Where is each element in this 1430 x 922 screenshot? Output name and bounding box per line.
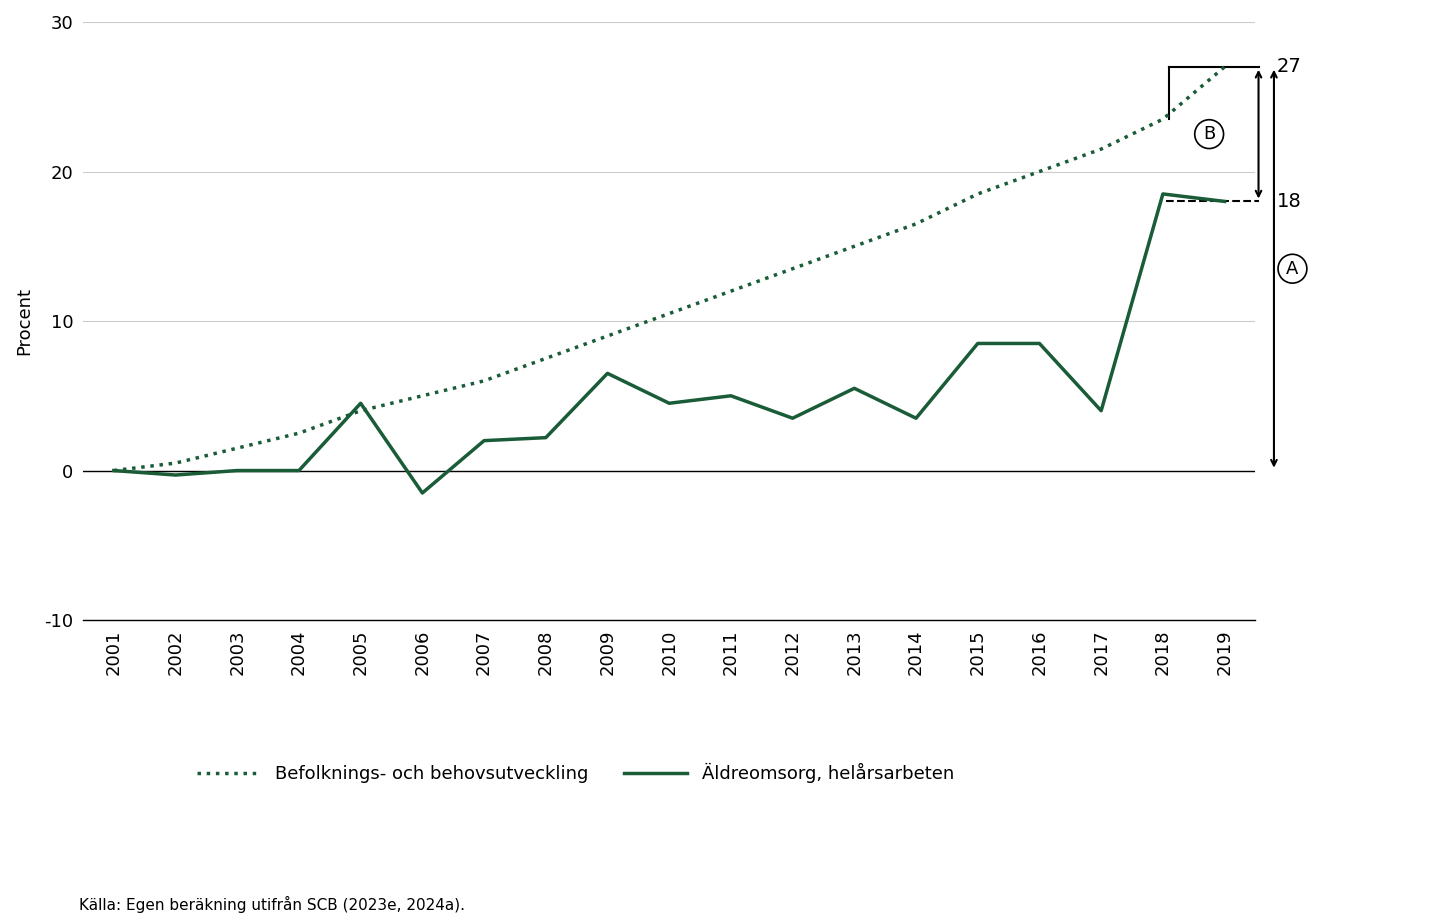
Text: Källa: Egen beräkning utifrån SCB (2023e, 2024a).: Källa: Egen beräkning utifrån SCB (2023e…	[79, 896, 465, 913]
Y-axis label: Procent: Procent	[14, 287, 33, 355]
Text: A: A	[1286, 260, 1298, 278]
Legend: Befolknings- och behovsutveckling, Äldreomsorg, helårsarbeten: Befolknings- och behovsutveckling, Äldre…	[190, 756, 961, 790]
Text: 18: 18	[1277, 192, 1301, 211]
Text: 27: 27	[1277, 57, 1301, 77]
Text: B: B	[1203, 125, 1216, 143]
